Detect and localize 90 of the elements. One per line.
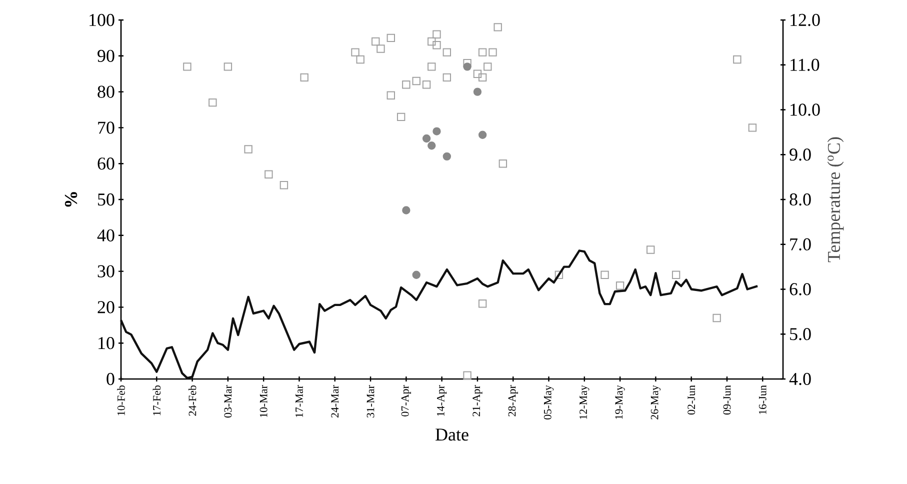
x-tick-label: 12-May: [580, 385, 590, 419]
point: [412, 76, 420, 86]
point: [402, 206, 410, 214]
y2-tick-label: 8.0: [790, 193, 811, 206]
point: [224, 62, 232, 71]
point: [432, 127, 441, 136]
y-tick-label: 60: [98, 158, 114, 170]
x-tick-label: 02-Jun: [688, 385, 696, 415]
point: [488, 48, 497, 56]
x-tick-label: 21-Apr: [472, 385, 482, 416]
point: [356, 55, 364, 64]
point: [432, 30, 441, 38]
x-tick-label: 26-May: [650, 385, 661, 420]
y-tick-label: 40: [97, 229, 114, 242]
point: [351, 48, 360, 56]
point: [478, 48, 487, 56]
x-tick-label: 10-Mar: [260, 385, 268, 418]
point: [712, 314, 721, 322]
point: [484, 62, 492, 71]
point: [646, 246, 655, 254]
point: [473, 88, 482, 96]
x-tick-label: 03-Mar: [224, 385, 232, 418]
y2-tick-label: 11.0: [790, 58, 820, 71]
x-tick-label: 19-May: [615, 385, 625, 419]
point: [494, 23, 502, 32]
point: [616, 282, 624, 290]
y2-tick-label: 5.0: [790, 328, 811, 340]
y2-axis-title: Temperature ($^{o}$C): [827, 137, 844, 262]
y-tick-label: 50: [98, 193, 114, 206]
point: [422, 80, 431, 89]
point: [473, 70, 482, 78]
x-tick-label: 28-Apr: [508, 385, 518, 416]
y-tick-label: 20: [98, 301, 114, 314]
y-axis-title: %: [64, 192, 78, 207]
x-tick-label: 17-Feb: [152, 385, 161, 416]
y-tick-label: 100: [90, 14, 114, 26]
point: [498, 159, 508, 168]
point: [432, 41, 441, 50]
point: [244, 145, 252, 154]
x-tick-label: 14-Apr: [437, 385, 447, 416]
x-tick-label: 31-Mar: [366, 385, 374, 418]
y2-tick-label: 10.0: [790, 104, 820, 116]
point: [463, 62, 472, 71]
point: [478, 300, 487, 308]
y2-tick-label: 7.0: [790, 238, 811, 250]
point: [733, 55, 742, 64]
point: [428, 37, 436, 46]
y-tick-label: 0: [106, 372, 114, 386]
point: [300, 73, 308, 82]
x-tick-label: 10-Feb: [117, 385, 125, 416]
point: [428, 62, 436, 71]
point: [386, 91, 395, 100]
point: [412, 270, 420, 279]
x-tick-label: 07-Apr: [401, 385, 412, 416]
point: [748, 124, 757, 132]
y-tick-label: 80: [98, 86, 114, 98]
point: [600, 270, 609, 279]
y2-tick-label: 6.0: [790, 283, 811, 296]
y2-tick-label: 4.0: [789, 372, 811, 386]
point: [672, 270, 680, 279]
point: [376, 44, 385, 53]
point: [442, 48, 452, 56]
y-tick-label: 10: [98, 337, 114, 350]
point: [402, 80, 410, 89]
point: [422, 134, 431, 143]
x-tick-label: 24-Mar: [331, 385, 339, 418]
point: [264, 170, 273, 178]
x-tick-label: 16-Jun: [758, 385, 766, 414]
point: [428, 142, 436, 150]
point: [442, 73, 452, 82]
point: [463, 58, 472, 68]
x-tick-label: 05-May: [544, 385, 554, 420]
point: [372, 37, 380, 46]
point: [478, 73, 487, 82]
y-tick-label: 70: [98, 122, 114, 134]
y2-tick-label: 12.0: [790, 14, 820, 26]
y-tick-label: 90: [98, 50, 114, 62]
point: [396, 112, 406, 122]
y-tick-label: 30: [98, 265, 114, 278]
point: [554, 270, 564, 279]
x-tick-label: 09-Jun: [723, 385, 731, 415]
y2-tick-label: 9.0: [790, 148, 811, 161]
point: [280, 181, 288, 190]
point: [463, 371, 472, 380]
x-tick-label: 17-Mar: [296, 385, 303, 418]
point: [442, 152, 452, 161]
point: [478, 130, 487, 139]
x-tick-label: 24-Feb: [188, 385, 196, 416]
point: [386, 34, 395, 42]
x-axis-title: Date: [436, 428, 468, 441]
